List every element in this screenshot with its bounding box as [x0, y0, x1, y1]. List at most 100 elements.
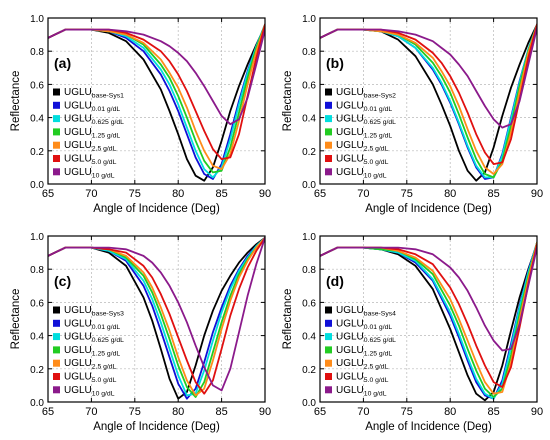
x-axis-label: Angle of Incidence (Deg)	[365, 421, 492, 433]
legend-subscript: 0.625 g/dL	[92, 119, 124, 126]
x-tick-label: 80	[172, 406, 184, 418]
legend-entry-4: UGLU2.5 g/dL	[336, 358, 389, 371]
legend-swatch-2	[53, 115, 60, 123]
x-tick-label: 80	[444, 406, 456, 418]
legend-prefix: UGLU	[336, 385, 364, 396]
series-line-4	[48, 23, 265, 170]
legend-subscript: 2.5 g/dL	[92, 146, 117, 153]
y-axis-label: Reflectance	[282, 71, 294, 132]
legend-subscript: 2.5 g/dL	[364, 146, 389, 153]
y-tick-label: 0.6	[302, 298, 316, 309]
panel-label: (c)	[54, 273, 71, 289]
legend-entry-2: UGLU0.625 g/dL	[64, 114, 124, 127]
series-line-6	[48, 236, 265, 392]
x-axis-label: Angle of Incidence (Deg)	[93, 203, 220, 215]
series-line-2	[48, 236, 265, 397]
chart-panel: 65 70 75 80 85 90 0.0 0.2 0.4 0.6 0.8 1.0 Angle of I…	[10, 232, 271, 433]
legend-subscript: base-Sys3	[92, 311, 124, 318]
series-group	[320, 241, 537, 402]
legend-subscript: 1.25 g/dL	[92, 132, 121, 139]
legend-swatch-4	[53, 141, 60, 149]
legend-entry-0: UGLUbase-Sys1	[64, 87, 124, 100]
legend-swatch-6	[325, 168, 332, 176]
legend-entry-2: UGLU0.625 g/dL	[336, 114, 396, 127]
legend-prefix: UGLU	[64, 154, 92, 165]
x-tick-label: 90	[531, 406, 543, 418]
legend-swatch-3	[53, 128, 60, 136]
legend-entry-1: UGLU0.01 g/dL	[64, 318, 120, 331]
x-tick-label: 90	[259, 188, 271, 200]
legend-entry-1: UGLU0.01 g/dL	[336, 100, 392, 113]
y-tick-label: 0.8	[30, 47, 44, 58]
series-group	[320, 23, 537, 182]
legend-subscript: 0.01 g/dL	[364, 324, 393, 331]
y-tick-label: 0.4	[302, 114, 316, 125]
y-tick-label: 0.8	[30, 265, 44, 276]
legend-swatch-3	[325, 346, 332, 354]
legend-entry-3: UGLU1.25 g/dL	[64, 345, 120, 358]
x-tick-label: 65	[314, 406, 326, 418]
x-tick-label: 85	[487, 406, 499, 418]
legend-entry-5: UGLU5.0 g/dL	[64, 372, 117, 385]
y-tick-label: 0.0	[302, 180, 316, 191]
x-tick-label: 75	[129, 188, 141, 200]
x-tick-label: 90	[259, 406, 271, 418]
y-tick-label: 1.0	[302, 232, 316, 243]
y-axis-label: Reflectance	[10, 289, 22, 350]
x-axis-label: Angle of Incidence (Deg)	[365, 203, 492, 215]
legend-swatch-2	[53, 333, 60, 341]
legend-swatch-1	[325, 319, 332, 327]
legend-entry-2: UGLU0.625 g/dL	[336, 332, 396, 345]
legend-swatch-5	[325, 155, 332, 162]
legend-subscript: 1.25 g/dL	[364, 132, 393, 139]
panel-label: (d)	[326, 273, 344, 289]
legend-subscript: base-Sys4	[364, 311, 396, 318]
legend-entry-6: UGLU10 g/dL	[64, 167, 115, 180]
legend-prefix: UGLU	[64, 127, 92, 138]
legend-swatch-3	[325, 128, 332, 136]
y-tick-label: 0.4	[30, 114, 44, 125]
series-line-6	[48, 28, 265, 126]
y-tick-label: 0.2	[302, 365, 316, 376]
legend-entry-4: UGLU2.5 g/dL	[64, 358, 117, 371]
y-tick-label: 0.4	[302, 332, 316, 343]
legend-subscript: 10 g/dL	[364, 390, 387, 397]
x-tick-label: 70	[357, 188, 369, 200]
legend-entry-4: UGLU2.5 g/dL	[64, 140, 117, 153]
legend-entry-5: UGLU5.0 g/dL	[336, 154, 389, 167]
series-line-0	[48, 236, 265, 400]
plot-frame	[47, 235, 266, 403]
x-tick-label: 75	[401, 406, 413, 418]
series-line-0	[48, 25, 265, 182]
legend-swatch-6	[53, 386, 60, 394]
legend-prefix: UGLU	[336, 358, 364, 369]
x-tick-label: 70	[85, 188, 97, 200]
legend-entry-3: UGLU1.25 g/dL	[64, 127, 120, 140]
y-tick-label: 1.0	[302, 14, 316, 25]
series-line-5	[48, 236, 265, 395]
y-tick-label: 0.6	[302, 80, 316, 91]
legend-prefix: UGLU	[64, 332, 92, 343]
series-line-6	[320, 27, 537, 129]
legend-entry-2: UGLU0.625 g/dL	[64, 332, 124, 345]
x-tick-label: 85	[215, 406, 227, 418]
series-line-4	[320, 23, 537, 175]
x-tick-label: 80	[172, 188, 184, 200]
x-tick-label: 75	[401, 188, 413, 200]
legend-prefix: UGLU	[336, 167, 364, 178]
legend-entry-0: UGLUbase-Sys2	[336, 87, 396, 100]
x-tick-label: 85	[215, 188, 227, 200]
series-line-3	[320, 241, 537, 398]
legend-swatch-5	[53, 155, 60, 162]
legend-prefix: UGLU	[336, 345, 364, 356]
chart-panel: 65 70 75 80 85 90 0.0 0.2 0.4 0.6 0.8 1.0 Angle of I…	[10, 14, 271, 215]
y-tick-label: 0.0	[30, 398, 44, 409]
legend-prefix: UGLU	[336, 100, 364, 111]
legend-subscript: base-Sys2	[364, 93, 396, 100]
legend-swatch-2	[325, 333, 332, 341]
y-axis-label: Reflectance	[10, 71, 22, 132]
legend-subscript: 0.625 g/dL	[92, 337, 124, 344]
